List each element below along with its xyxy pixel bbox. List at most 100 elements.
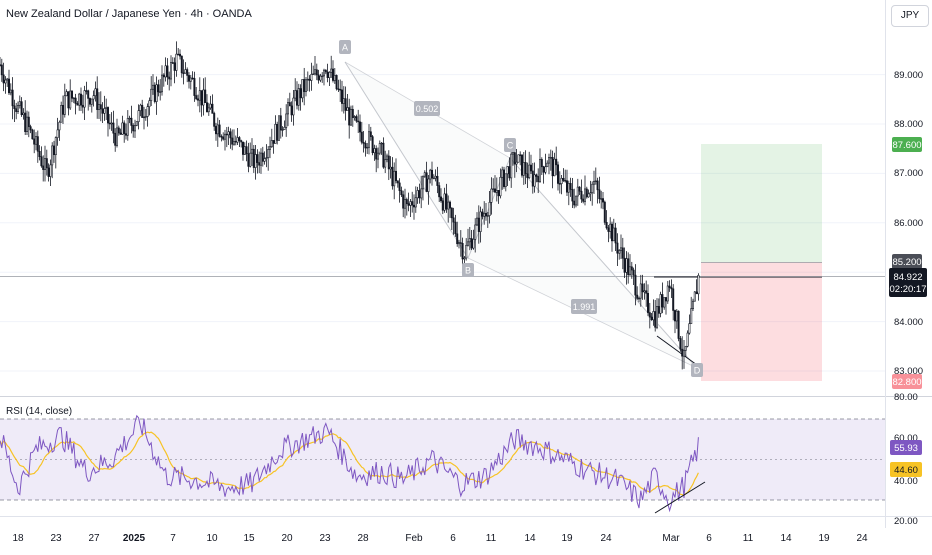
point-label-a[interactable]: A [339,40,351,54]
candle-body [573,200,576,206]
candle-body [632,269,635,276]
candle-body [675,310,678,322]
candle-body [391,166,394,187]
rsi-ma-badge[interactable]: 44.60 [890,462,922,477]
rsi-divergence-line[interactable] [654,481,706,514]
candle-body [483,213,486,217]
candle-body [375,148,378,160]
candle-body [663,297,666,308]
target-price-badge[interactable]: 87.600 [892,137,922,152]
price-tick: 83.000 [894,366,923,377]
candle-body [285,113,288,128]
candle-body [679,338,682,350]
candle-body [78,93,81,106]
candle-body [592,180,595,185]
wedge-lower-line[interactable] [656,335,698,366]
candle-body [132,125,135,132]
rsi-pane[interactable]: 80.00 60.00 40.00 20.00 55.93 44.60 [0,392,922,527]
candle-body [69,90,72,109]
ratio-label-ab[interactable]: 0.502 [414,101,440,116]
candle-body [425,172,428,192]
candle-body [681,348,684,357]
time-tick-label: 14 [780,533,792,544]
candle-body [261,152,264,162]
candle-body [137,110,140,122]
candle-body [355,116,358,122]
candle-body [357,120,360,123]
candle-body [290,105,293,116]
candle-body [85,90,88,92]
candle-body [184,69,187,74]
candle-body [268,146,271,150]
point-label-d[interactable]: D [691,363,703,377]
candle-body [29,126,32,131]
chart-title[interactable]: New Zealand Dollar / Japanese Yen · 4h ·… [6,8,252,20]
candle-body [591,183,594,194]
candle-body [322,69,325,77]
candle-body [315,69,318,76]
candle-body [688,323,691,334]
candle-body [72,97,75,100]
target-price-text: 87.600 [892,140,921,151]
candle-body [436,175,439,186]
candle-body [65,91,68,97]
candle-body [139,104,142,111]
candle-body [247,153,250,167]
candle-body [614,227,617,244]
candle-body [668,285,671,289]
rsi-value-badge[interactable]: 55.93 [890,440,922,455]
candle-body [301,79,304,99]
candle-body [616,242,619,254]
candle-body [465,244,468,259]
candle-body [94,88,97,97]
candle-body [576,186,579,197]
current-price-badge[interactable]: 84.922 02:20:17 [889,268,927,297]
point-label-c[interactable]: C [504,138,516,152]
candle-body [243,146,246,155]
candle-body [452,217,455,223]
currency-button[interactable]: JPY [891,5,929,27]
stop-price-text: 82.800 [892,377,921,388]
candle-body [628,266,631,276]
candle-body [342,98,345,104]
candle-body [337,88,340,90]
price-axis[interactable]: 89.000 88.000 87.000 86.000 84.000 83.00… [889,70,927,389]
candle-body [609,223,612,232]
candle-body [463,257,466,260]
candle-body [116,127,119,146]
candle-body [108,122,111,125]
time-tick-label: 11 [486,533,497,544]
point-label-b[interactable]: B [462,263,474,277]
candle-body [110,122,113,125]
candle-body [98,104,101,110]
ratio-label-bd[interactable]: 1.991 [571,299,597,314]
candle-body [292,97,295,116]
candle-body [245,146,248,155]
candle-body [13,105,16,110]
candle-body [258,162,261,166]
rsi-title[interactable]: RSI (14, close) [6,406,73,417]
candle-body [569,183,572,190]
stop-zone[interactable] [701,262,822,381]
entry-price-badge[interactable]: 85.200 [892,254,922,269]
candle-body [670,287,673,290]
candle-body [259,152,262,166]
target-zone[interactable] [701,144,822,262]
rsi-tick: 40.00 [894,476,918,487]
time-axis[interactable]: 18 23 27 2025 7 10 15 20 23 28 Feb 6 11 14 19 24 Mar 6 11 1… [12,533,868,544]
candle-body [454,221,457,235]
time-tick-label: Feb [405,533,423,544]
harmonic-pattern[interactable] [344,61,698,369]
candle-body [276,123,279,141]
candle-body [695,291,698,295]
candle-body [159,91,162,93]
stop-price-badge[interactable]: 82.800 [892,374,922,389]
candle-body [691,300,694,309]
grid-lines [0,74,885,372]
candle-body [333,75,336,81]
rsi-value-text: 55.93 [894,443,918,454]
point-label-c-text: C [507,141,514,151]
candle-body [319,75,322,81]
candle-body [466,241,469,246]
